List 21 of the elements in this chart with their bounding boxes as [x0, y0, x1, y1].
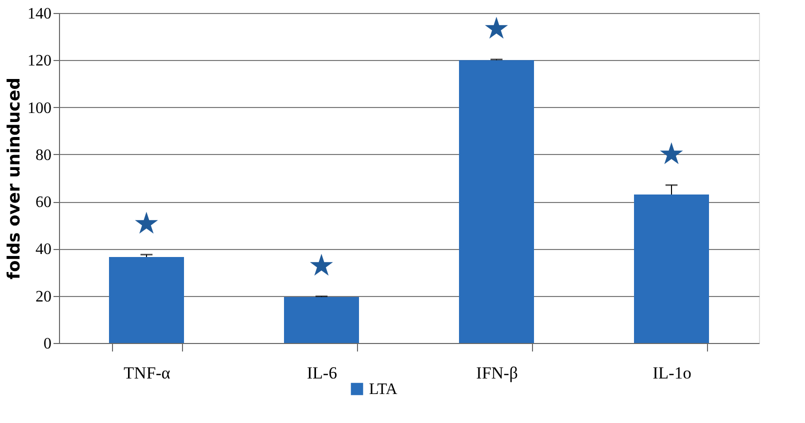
x-tick-label: TNF-α: [124, 364, 170, 382]
y-tick-label: 20: [36, 288, 52, 306]
x-tick-label: IL-6: [306, 364, 338, 382]
annotation: ★: [308, 248, 335, 284]
y-tick-label: 120: [28, 52, 52, 70]
x-tick-label: IL-1o: [652, 364, 692, 382]
y-tick-label: 40: [36, 241, 52, 258]
y-tick-label: 60: [36, 194, 52, 212]
y-axis-title: folds over uninduced: [4, 78, 24, 280]
annotation: ★: [483, 11, 510, 46]
y-tick-label: 140: [28, 6, 52, 22]
y-tick-label: 100: [28, 100, 52, 117]
annotation: ★: [133, 206, 160, 242]
legend-label: LTA: [369, 381, 398, 398]
bar: [459, 60, 534, 343]
y-tick-label: 80: [36, 146, 52, 164]
y-tick-label: 0: [44, 336, 52, 352]
bar: [284, 297, 359, 343]
bar: [634, 194, 709, 343]
bar: [109, 256, 184, 343]
x-tick-label: IFN-β: [476, 364, 518, 382]
